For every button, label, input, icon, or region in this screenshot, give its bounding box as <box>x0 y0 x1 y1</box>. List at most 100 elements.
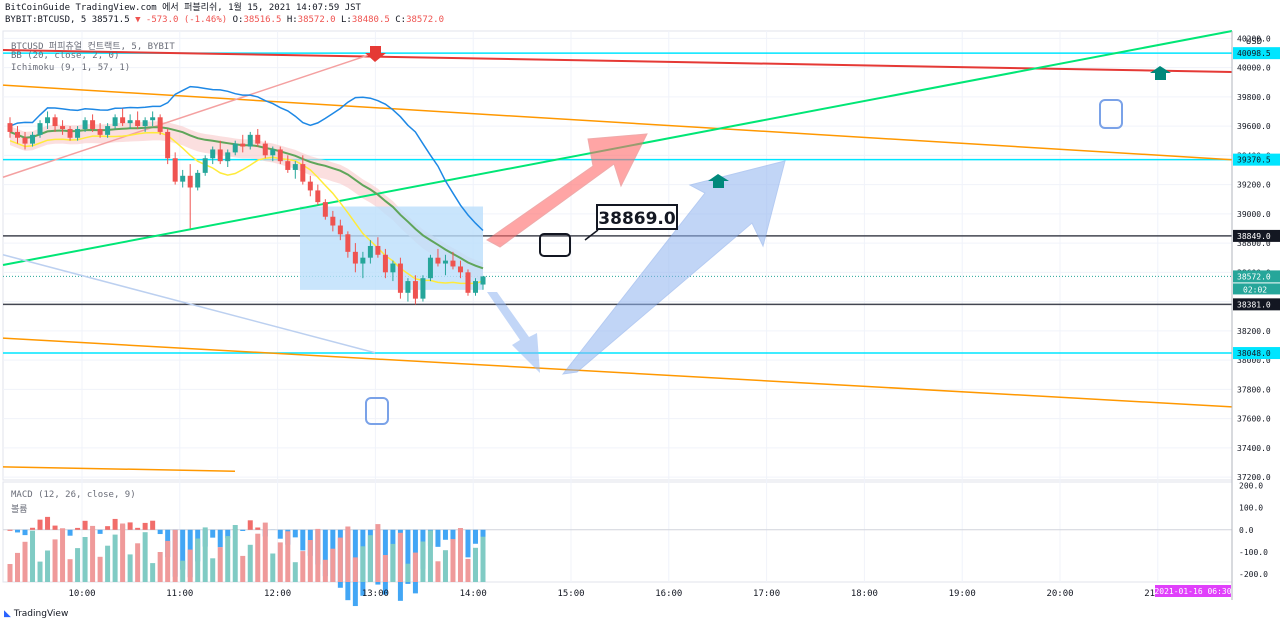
indicator-ichimoku[interactable]: Ichimoku (9, 1, 57, 1) <box>11 63 131 73</box>
volume-bar <box>232 525 238 582</box>
projection-arrows <box>365 46 1171 425</box>
candle <box>142 120 148 127</box>
volume-bar <box>390 543 396 582</box>
candle <box>22 137 28 144</box>
candle <box>375 245 381 255</box>
volume-bar <box>345 526 351 582</box>
volume-bar <box>45 550 51 582</box>
candle <box>435 257 441 264</box>
volume-bar <box>315 528 321 582</box>
price-tag <box>1233 229 1280 242</box>
volume-bar <box>300 551 306 582</box>
candle <box>240 143 246 147</box>
indicator-main[interactable]: BTCUSD 퍼피츄얼 컨트랙트, 5, BYBIT <box>11 42 175 52</box>
time-tick: 19:00 <box>949 589 976 599</box>
macd-bar <box>67 529 73 536</box>
candle <box>405 281 411 293</box>
price-tick: 38000.0 <box>1237 356 1271 365</box>
volume-bar <box>352 557 358 582</box>
volume-bar <box>480 536 486 582</box>
callout-pointer <box>584 229 599 241</box>
volume-bar <box>322 559 328 582</box>
volume-bar <box>135 543 141 582</box>
indicator-bb[interactable]: BB (20, close, 2, 0) <box>11 51 120 61</box>
volume-bar <box>180 560 186 582</box>
candle <box>90 120 96 129</box>
price-tag <box>1233 298 1280 311</box>
time-tick: 17:00 <box>753 589 780 599</box>
volume-bar <box>382 555 388 582</box>
volume-bar <box>202 527 208 582</box>
candle <box>210 149 216 159</box>
candle <box>397 263 403 293</box>
low-label: L: <box>341 15 352 25</box>
price-tick: 38800.0 <box>1237 239 1271 248</box>
candle <box>165 131 171 159</box>
macd-bar <box>112 518 118 530</box>
trend-red <box>2 49 1233 73</box>
macd-tick: -200.0 <box>1239 570 1268 579</box>
candle <box>352 251 358 264</box>
trend-lightblue <box>2 254 376 354</box>
trend-orange-bottom <box>2 466 236 472</box>
macd-bar <box>435 529 441 547</box>
candle <box>232 143 238 153</box>
candle <box>202 158 208 173</box>
volume-bar <box>97 556 103 582</box>
macd-bar <box>480 529 486 538</box>
candle <box>367 245 373 258</box>
candle <box>105 126 111 135</box>
candle <box>75 128 81 138</box>
price-tag <box>1233 153 1280 166</box>
red-arrow <box>486 133 648 248</box>
time-tick: 13:00 <box>362 589 389 599</box>
candle <box>337 225 343 235</box>
volume-bar <box>367 535 373 582</box>
price-tick: 40000.0 <box>1237 64 1271 73</box>
price-tick: 37800.0 <box>1237 385 1271 394</box>
macd-bar <box>225 529 231 539</box>
price-tick: 39600.0 <box>1237 122 1271 131</box>
macd-bar <box>52 525 58 530</box>
candle <box>307 181 313 191</box>
macd-bar <box>45 516 51 530</box>
volume-bar <box>270 553 276 582</box>
down-marker <box>365 46 386 62</box>
candle <box>427 257 433 279</box>
candle <box>255 134 261 144</box>
candle <box>247 134 253 147</box>
volume-bar <box>435 561 441 582</box>
volume-bar <box>142 532 148 582</box>
price-axis: USD40200.040000.039800.039600.039400.039… <box>1231 0 1280 628</box>
candles <box>7 108 486 305</box>
tradingview-logo[interactable]: ◣ TradingView <box>4 609 68 619</box>
candle <box>30 134 36 144</box>
volume-bar <box>60 528 66 582</box>
volume-bar <box>405 563 411 582</box>
macd-bar <box>150 520 156 530</box>
high-label: H: <box>286 15 298 25</box>
indicator-volume[interactable]: 볼륨 <box>11 505 28 515</box>
macd-bar <box>472 529 478 544</box>
macd-bar <box>255 527 261 530</box>
volume-bar <box>457 528 463 582</box>
volume-bar <box>90 525 96 582</box>
candle <box>412 281 418 299</box>
time-tag <box>1155 585 1231 597</box>
macd-pane <box>3 516 1232 607</box>
time-tick: 14:00 <box>460 589 487 599</box>
time-tick: 16:00 <box>655 589 682 599</box>
candle <box>277 149 283 162</box>
price-tag-label: 38572.0 <box>1237 272 1271 281</box>
macd-tick: 200.0 <box>1239 481 1263 490</box>
candle <box>127 120 133 124</box>
indicator-macd[interactable]: MACD (12, 26, close, 9) <box>11 490 136 500</box>
currency-label: USD <box>1246 37 1262 47</box>
macd-bar <box>292 529 298 538</box>
candle <box>360 257 366 264</box>
volume-bar <box>30 530 36 582</box>
blue-arrow-large <box>561 160 786 375</box>
price-tag-label: 38381.0 <box>1237 300 1271 309</box>
candle <box>150 117 156 121</box>
